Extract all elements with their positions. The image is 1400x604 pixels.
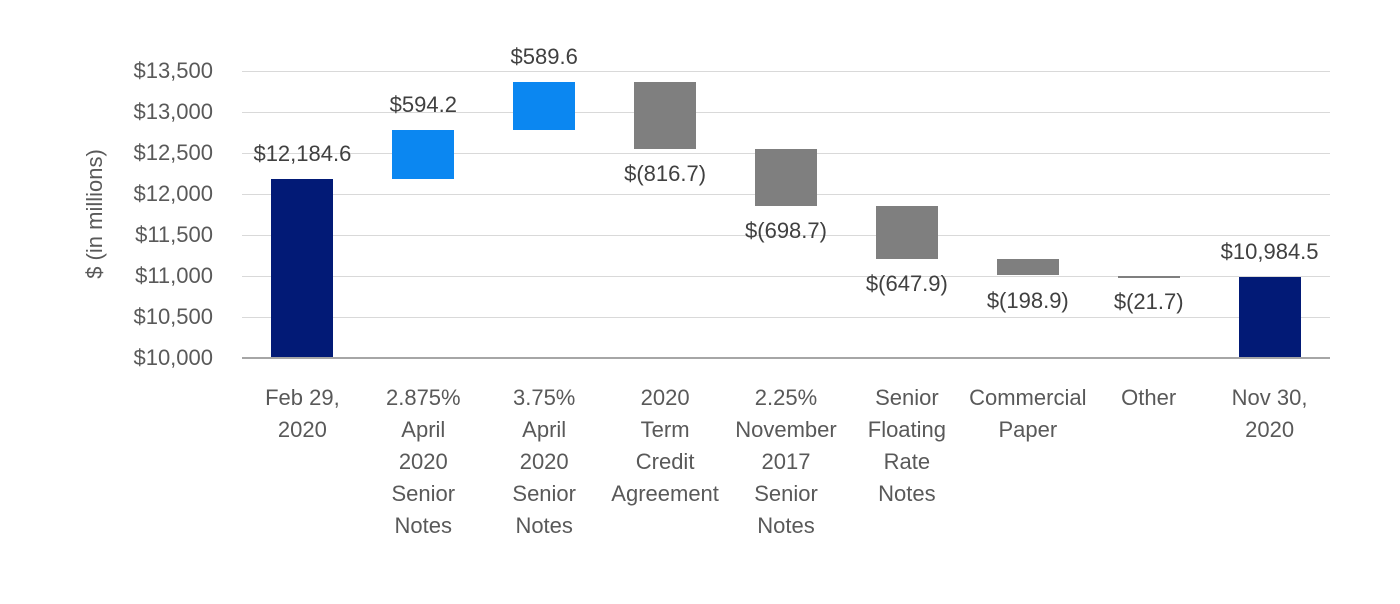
category-label: 2.875% April 2020 Senior Notes [385,385,461,538]
category-label: 3.75% April 2020 Senior Notes [512,385,576,538]
y-gridline [242,317,1330,318]
y-tick-label: $11,500 [135,222,213,247]
y-gridline [242,71,1330,72]
category-label: Feb 29, 2020 [265,385,340,442]
bar-increase [392,130,455,179]
y-axis-title: $ (in millions) [82,149,107,279]
bar-total [1238,277,1301,357]
x-axis-line [242,357,1330,359]
y-gridline [242,112,1330,113]
bar-decrease [634,81,697,149]
data-label: $10,984.5 [1220,239,1319,265]
y-tick-label: $11,000 [135,263,213,288]
data-label: $589.6 [510,43,578,69]
data-label: $(647.9) [865,271,948,297]
bar-decrease [875,206,938,260]
bar-decrease [755,148,817,207]
y-gridline [242,235,1330,236]
y-gridline [242,276,1330,277]
data-label: $(698.7) [745,218,827,244]
y-tick-label: $12,500 [133,140,213,165]
data-label: $(816.7) [624,160,707,186]
category-label: Nov 30, 2020 [1231,385,1308,442]
data-label: $(21.7) [1113,289,1184,315]
data-label: $(198.9) [986,287,1069,313]
data-label: $12,184.6 [253,140,352,166]
y-tick-label: $10,000 [133,345,213,370]
bar-decrease [996,259,1059,276]
category-label: Senior Floating Rate Notes [867,385,947,506]
y-tick-label: $10,500 [133,304,213,329]
bar-increase [513,81,576,131]
category-label: Commercial Paper [969,385,1087,442]
data-label: $594.2 [389,92,457,118]
category-label: 2.25% November 2017 Senior Notes [735,385,837,538]
y-tick-label: $12,000 [133,181,213,206]
bar-total [271,178,334,357]
y-tick-label: $13,500 [133,58,213,83]
category-label: Other [1121,385,1177,410]
bar-decrease [1117,275,1180,278]
y-tick-label: $13,000 [133,99,213,124]
category-label: 2020 Term Credit Agreement [611,385,719,506]
